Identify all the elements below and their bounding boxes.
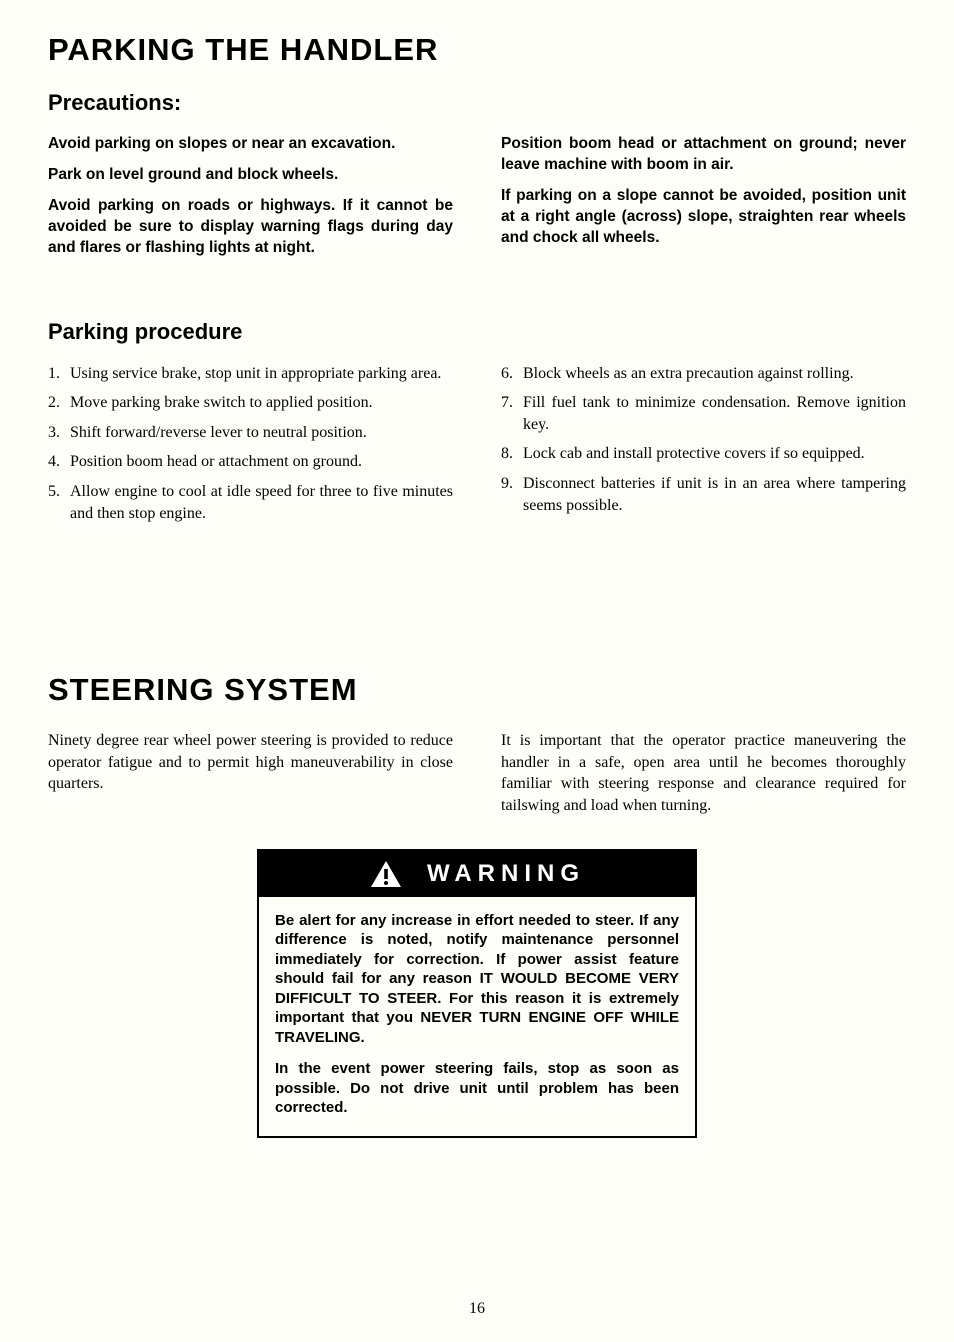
procedure-right-col: Block wheels as an extra precaution agai…	[501, 363, 906, 533]
precautions-left-col: Avoid parking on slopes or near an excav…	[48, 134, 453, 269]
procedure-left-col: Using service brake, stop unit in approp…	[48, 363, 453, 533]
warning-paragraph: In the event power steering fails, stop …	[275, 1059, 679, 1118]
section-title-parking: PARKING THE HANDLER	[48, 32, 906, 68]
page-number: 16	[0, 1300, 954, 1318]
precaution-item: If parking on a slope cannot be avoided,…	[501, 186, 906, 249]
steering-paragraph: Ninety degree rear wheel power steering …	[48, 730, 453, 795]
steering-left-col: Ninety degree rear wheel power steering …	[48, 730, 453, 816]
procedure-step: Shift forward/reverse lever to neutral p…	[48, 422, 453, 444]
procedure-columns: Using service brake, stop unit in approp…	[48, 363, 906, 533]
steering-section: STEERING SYSTEM Ninety degree rear wheel…	[48, 672, 906, 1137]
precautions-heading: Precautions:	[48, 90, 906, 116]
steering-paragraph: It is important that the operator practi…	[501, 730, 906, 816]
steering-columns: Ninety degree rear wheel power steering …	[48, 730, 906, 816]
warning-paragraph: Be alert for any increase in effort need…	[275, 911, 679, 1048]
warning-label: WARNING	[427, 860, 585, 888]
procedure-step: Position boom head or attachment on grou…	[48, 451, 453, 473]
precautions-right-col: Position boom head or attachment on grou…	[501, 134, 906, 269]
procedure-step: Using service brake, stop unit in approp…	[48, 363, 453, 385]
warning-triangle-icon	[369, 859, 403, 889]
parking-procedure-section: Parking procedure Using service brake, s…	[48, 319, 906, 533]
procedure-step: Block wheels as an extra precaution agai…	[501, 363, 906, 385]
precautions-columns: Avoid parking on slopes or near an excav…	[48, 134, 906, 269]
precaution-item: Avoid parking on roads or highways. If i…	[48, 196, 453, 259]
precaution-item: Park on level ground and block wheels.	[48, 165, 453, 186]
warning-header: WARNING	[259, 851, 695, 897]
procedure-step: Allow engine to cool at idle speed for t…	[48, 481, 453, 524]
precaution-item: Position boom head or attachment on grou…	[501, 134, 906, 176]
warning-box: WARNING Be alert for any increase in eff…	[257, 849, 697, 1138]
precaution-item: Avoid parking on slopes or near an excav…	[48, 134, 453, 155]
procedure-step: Fill fuel tank to minimize condensation.…	[501, 392, 906, 435]
procedure-heading: Parking procedure	[48, 319, 906, 345]
procedure-step: Disconnect batteries if unit is in an ar…	[501, 473, 906, 516]
procedure-step: Move parking brake switch to applied pos…	[48, 392, 453, 414]
steering-right-col: It is important that the operator practi…	[501, 730, 906, 816]
procedure-step: Lock cab and install protective covers i…	[501, 443, 906, 465]
warning-body: Be alert for any increase in effort need…	[259, 897, 695, 1136]
section-title-steering: STEERING SYSTEM	[48, 672, 906, 708]
